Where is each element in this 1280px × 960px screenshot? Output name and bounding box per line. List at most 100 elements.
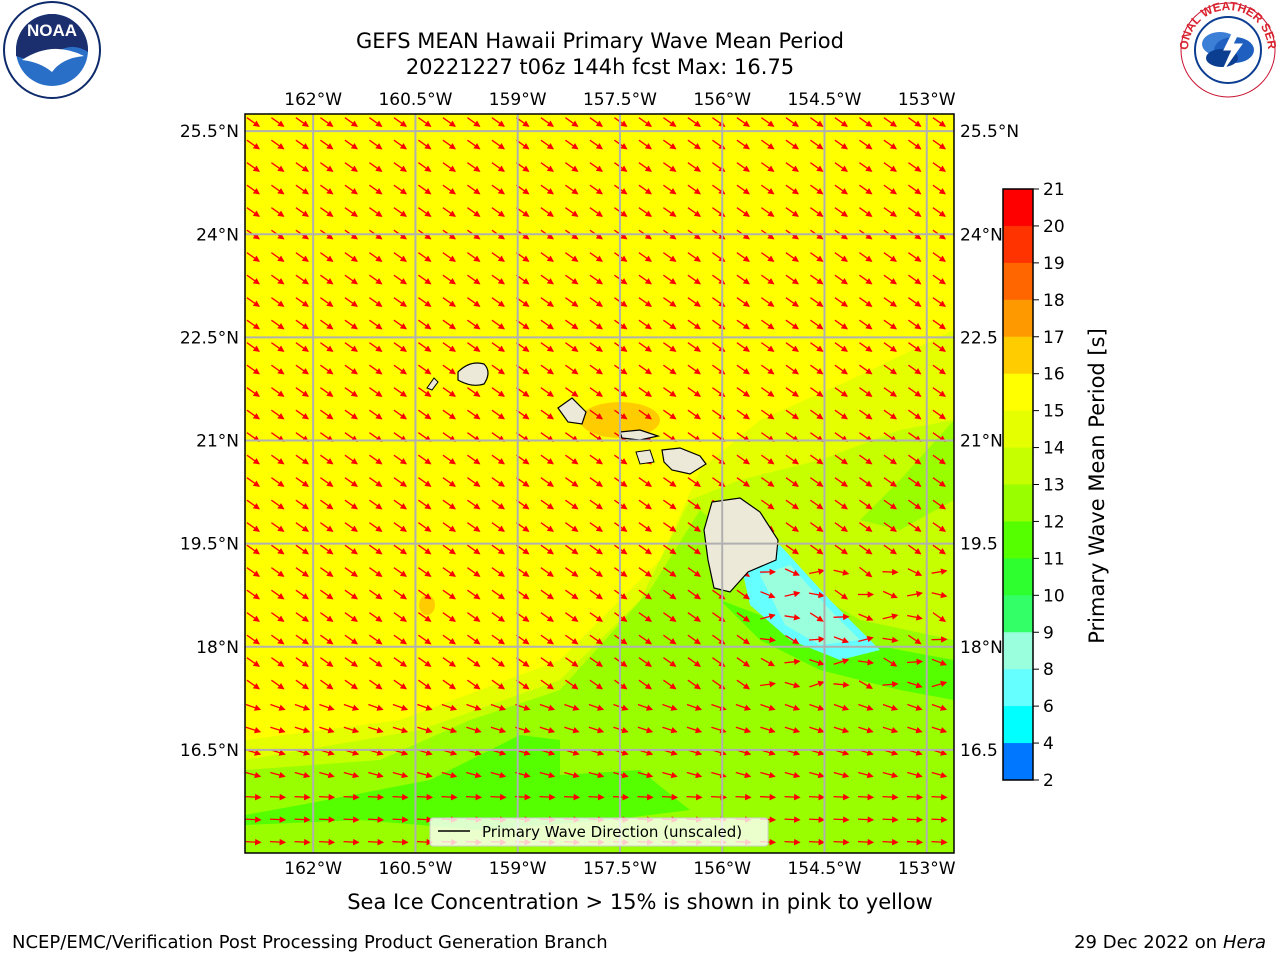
wave-arrow	[908, 162, 922, 172]
wave-arrow	[540, 454, 554, 465]
wave-arrow	[319, 703, 335, 711]
wave-arrow	[416, 793, 434, 801]
lon-tick-top: 159°W	[489, 90, 547, 110]
wave-arrow	[785, 297, 799, 307]
wave-arrow	[246, 522, 260, 532]
wave-arrow	[467, 657, 481, 667]
colorbar-tick-label: 15	[1043, 402, 1065, 422]
wave-arrow	[882, 681, 899, 688]
wave-arrow	[931, 838, 948, 846]
wave-arrow	[295, 589, 309, 600]
wave-arrow	[663, 297, 677, 307]
wave-arrow	[540, 184, 554, 195]
lon-tick-top: 154.5°W	[787, 90, 861, 110]
wave-arrow	[931, 568, 948, 575]
wave-arrow	[589, 634, 603, 645]
wave-arrow	[246, 319, 260, 330]
wave-arrow	[441, 793, 458, 801]
wave-arrow	[761, 117, 775, 127]
lon-tick-bottom: 159°W	[489, 859, 547, 879]
wave-arrow	[540, 342, 554, 352]
wave-arrow	[662, 703, 678, 711]
wave-arrow	[833, 658, 850, 665]
wave-arrow	[344, 207, 358, 217]
wave-arrow	[442, 477, 456, 487]
wave-arrow	[271, 319, 285, 330]
wave-arrow	[393, 387, 407, 397]
lon-tick-top: 153°W	[898, 90, 956, 110]
wave-arrow	[491, 409, 505, 420]
wave-arrow	[368, 726, 384, 734]
wave-arrow	[638, 117, 652, 127]
colorbar-tick-label: 20	[1043, 217, 1065, 237]
wave-arrow	[369, 589, 383, 600]
wave-arrow	[810, 522, 824, 532]
wave-arrow	[810, 207, 824, 217]
wave-arrow	[882, 771, 899, 779]
wave-arrow	[418, 589, 432, 600]
wave-arrow	[246, 567, 260, 577]
wave-arrow	[883, 477, 897, 487]
wave-arrow	[833, 726, 850, 734]
wave-arrow	[369, 679, 383, 690]
wave-arrow	[735, 771, 752, 779]
chart-title: GEFS MEAN Hawaii Primary Wave Mean Perio…	[240, 28, 960, 80]
wave-arrow	[369, 319, 383, 330]
wave-arrow	[883, 162, 897, 172]
colorbar-swatch	[1003, 336, 1033, 375]
wave-arrow	[859, 274, 873, 285]
wave-arrow	[686, 793, 703, 801]
legend-box	[429, 817, 769, 847]
wave-arrow	[761, 184, 775, 195]
wave-arrow	[687, 477, 701, 487]
wave-arrow	[637, 793, 654, 801]
wave-arrow	[833, 838, 850, 846]
wave-arrow	[418, 612, 432, 622]
wave-arrow	[344, 409, 358, 420]
wave-arrow	[638, 319, 652, 330]
lon-tick-bottom: 156°W	[693, 859, 751, 879]
wave-arrow	[320, 657, 334, 667]
wave-arrow	[466, 771, 482, 779]
wave-arrow	[539, 771, 556, 779]
wave-arrow	[663, 589, 677, 600]
wave-arrow	[418, 139, 432, 150]
wave-arrow	[467, 297, 481, 307]
wave-arrow	[368, 771, 384, 779]
wave-arrow	[294, 726, 311, 734]
wave-arrow	[589, 319, 603, 330]
graticule	[245, 114, 954, 853]
wave-arrow	[736, 184, 750, 195]
wave-arrow	[320, 162, 334, 172]
wave-arrow	[859, 364, 873, 375]
wave-arrow	[540, 634, 554, 645]
wave-arrow	[565, 477, 579, 487]
wave-arrow	[491, 364, 505, 375]
wave-arrow	[294, 838, 311, 846]
lat-tick-left: 16.5°N	[180, 741, 239, 761]
wave-arrow	[565, 522, 579, 532]
colorbar-tick-label: 13	[1043, 476, 1065, 496]
wave-arrow	[343, 726, 360, 734]
wave-arrow	[662, 726, 678, 734]
wave-arrow	[785, 635, 800, 644]
wave-arrow	[785, 409, 799, 420]
wave-arrow	[588, 771, 605, 779]
wave-arrow	[295, 342, 309, 352]
wave-arrow	[369, 522, 383, 532]
wave-arrow	[442, 634, 456, 645]
wave-arrow	[859, 162, 873, 172]
wave-arrow	[908, 139, 922, 150]
wave-arrow	[736, 342, 750, 352]
period-field-12s-ne	[860, 420, 954, 530]
wave-arrow	[638, 634, 652, 645]
wave-arrow	[442, 319, 456, 330]
wave-arrow	[785, 139, 799, 150]
wave-arrow	[418, 274, 432, 285]
wave-arrow	[810, 162, 824, 172]
wave-arrow	[246, 634, 260, 645]
wave-arrow	[271, 544, 285, 555]
wave-arrow	[369, 634, 383, 645]
wave-arrow	[908, 499, 922, 510]
wave-arrow	[638, 657, 652, 667]
